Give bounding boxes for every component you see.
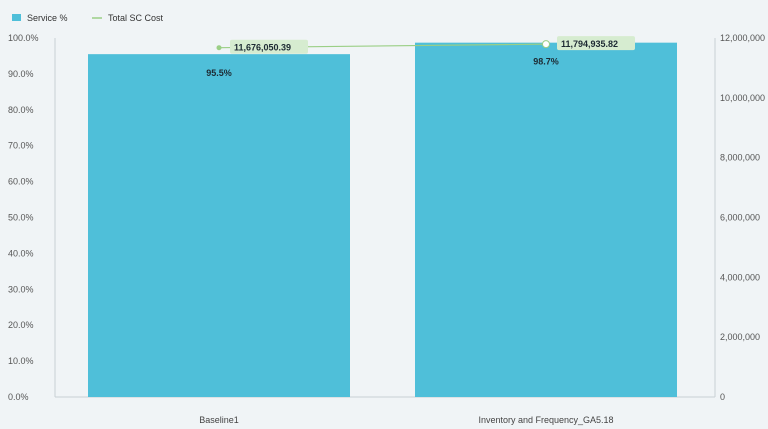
legend[interactable]: Service % Total SC Cost (12, 13, 164, 23)
category-label: Inventory and Frequency_GA5.18 (478, 415, 613, 425)
legend-swatch-bar (12, 14, 21, 21)
line-series[interactable]: 11,676,050.39 11,794,935.82 (216, 36, 636, 54)
category-label: Baseline1 (199, 415, 239, 425)
right-tick-label: 6,000,000 (720, 213, 760, 223)
x-axis-categories: Baseline1 Inventory and Frequency_GA5.18 (199, 415, 613, 425)
legend-label: Total SC Cost (108, 13, 164, 23)
bar[interactable] (88, 54, 350, 397)
line-data-label: 11,676,050.39 (234, 43, 291, 53)
right-tick-label: 12,000,000 (720, 33, 765, 43)
right-tick-label: 10,000,000 (720, 93, 765, 103)
left-tick-label: 70.0% (8, 141, 34, 151)
left-tick-label: 30.0% (8, 284, 34, 294)
line-data-label: 11,794,935.82 (561, 39, 618, 49)
left-tick-label: 60.0% (8, 177, 34, 187)
left-tick-label: 80.0% (8, 105, 34, 115)
line-point[interactable] (216, 45, 222, 51)
left-tick-label: 50.0% (8, 213, 34, 223)
left-tick-label: 0.0% (8, 392, 29, 402)
left-tick-label: 100.0% (8, 33, 39, 43)
left-tick-label: 40.0% (8, 248, 34, 258)
right-y-axis: 0 2,000,000 4,000,000 6,000,000 8,000,000 10,… (714, 33, 765, 402)
bar-series[interactable]: 95.5% 98.7% (88, 42, 677, 398)
line-label-background (557, 36, 635, 51)
line-point[interactable] (542, 40, 550, 49)
left-tick-label: 10.0% (8, 356, 34, 366)
legend-label: Service % (27, 13, 68, 23)
bar-data-label: 98.7% (533, 57, 559, 67)
bar-data-label: 95.5% (206, 68, 232, 78)
right-tick-label: 4,000,000 (720, 272, 760, 282)
right-tick-label: 8,000,000 (720, 153, 760, 163)
line-label-background (230, 39, 308, 54)
right-tick-label: 0 (720, 392, 725, 402)
right-tick-label: 2,000,000 (720, 332, 760, 342)
left-tick-label: 20.0% (8, 320, 34, 330)
bar[interactable] (415, 42, 677, 398)
left-tick-label: 90.0% (8, 69, 34, 79)
